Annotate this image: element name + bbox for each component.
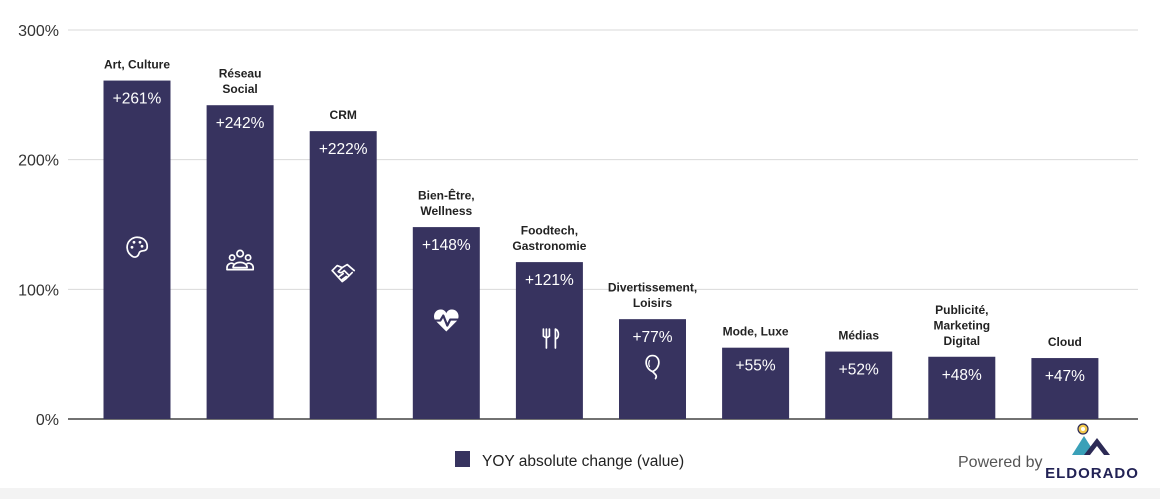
bar-medias (825, 351, 893, 419)
bar-foodtech-gastronomie (515, 262, 583, 419)
y-tick-label: 100% (18, 282, 59, 299)
bar-divertissement-loisirs (619, 319, 686, 419)
bar-value-label: +242% (216, 115, 265, 132)
bar-value-label: +77% (632, 329, 672, 346)
fork-knife-icon (542, 328, 560, 349)
eldorado-mountain-logo-icon (1072, 423, 1110, 455)
labels-layer: +261% Art, Culture +242% Réseau Social +222% C… (104, 58, 1085, 385)
bar-value-label: +55% (736, 358, 776, 375)
y-tick-label: 300% (18, 23, 59, 40)
category-label: Divertissement, Loisirs (608, 281, 697, 311)
bar-value-label: +148% (422, 237, 471, 254)
footer-branding: Powered by ELDORADO (958, 423, 1139, 482)
bar-value-label: +52% (839, 362, 879, 379)
category-label: Réseau Social (219, 67, 262, 97)
category-label: Foodtech, Gastronomie (512, 224, 586, 254)
category-label: Publicité, Marketing Digital (933, 303, 990, 348)
category-label: Mode, Luxe (723, 325, 789, 339)
category-label: Art, Culture (104, 58, 170, 72)
bar-crm (309, 131, 377, 419)
bar-publicite-marketing-digital (928, 356, 996, 419)
category-label: Médias (838, 329, 879, 343)
bar-value-label: +48% (942, 367, 982, 384)
bars-layer (103, 80, 1099, 419)
balloon-icon (645, 354, 660, 380)
bar-value-label: +261% (113, 91, 162, 108)
category-label: Bien-Être, Wellness (418, 188, 475, 219)
bottom-band (0, 488, 1160, 499)
legend-swatch (455, 451, 470, 467)
legend-label: YOY absolute change (value) (482, 453, 684, 470)
people-group-icon (226, 249, 255, 271)
category-label: Cloud (1048, 335, 1082, 349)
bar-value-label: +47% (1045, 368, 1085, 385)
y-tick-label: 0% (36, 412, 59, 429)
bar-mode-luxe (722, 347, 790, 419)
heartbeat-icon (432, 309, 461, 332)
category-label: CRM (330, 108, 357, 122)
legend: YOY absolute change (value) (455, 451, 684, 470)
palette-icon (126, 236, 149, 258)
bar-value-label: +222% (319, 141, 368, 158)
bar-value-label: +121% (525, 272, 574, 289)
bar-art-culture (103, 80, 171, 419)
powered-by-text: Powered by (958, 454, 1043, 471)
brand-name: ELDORADO (1045, 465, 1139, 482)
bar-cloud (1031, 358, 1099, 419)
y-tick-label: 200% (18, 153, 59, 170)
handshake-icon (331, 263, 356, 283)
